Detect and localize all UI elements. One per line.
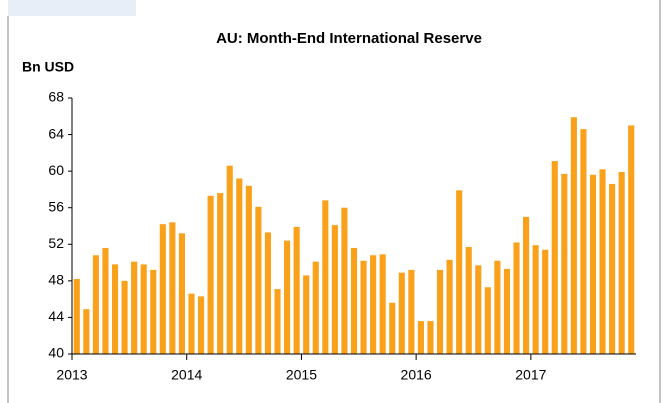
bar bbox=[542, 249, 549, 354]
bar bbox=[236, 178, 243, 354]
y-axis-label: Bn USD bbox=[22, 59, 74, 75]
bar bbox=[331, 225, 338, 354]
y-tick-label: 60 bbox=[48, 162, 64, 178]
bar bbox=[197, 296, 205, 354]
bar bbox=[245, 185, 252, 354]
bar bbox=[370, 255, 377, 354]
bar bbox=[322, 200, 329, 354]
bar bbox=[494, 260, 501, 354]
y-tick-label: 68 bbox=[48, 89, 64, 105]
bar bbox=[436, 269, 444, 354]
bar bbox=[408, 269, 415, 354]
bar bbox=[207, 195, 214, 354]
bar bbox=[417, 321, 424, 354]
bar bbox=[599, 169, 606, 354]
bar bbox=[274, 289, 281, 354]
y-tick-label: 44 bbox=[48, 308, 64, 324]
bar bbox=[131, 261, 138, 354]
bar bbox=[264, 232, 272, 354]
bar bbox=[551, 161, 558, 354]
bar bbox=[169, 222, 176, 354]
y-tick-label: 48 bbox=[48, 272, 64, 288]
x-tick-label: 2013 bbox=[56, 367, 87, 383]
bar bbox=[484, 287, 491, 354]
bar bbox=[111, 264, 119, 354]
y-tick-label: 52 bbox=[48, 235, 64, 251]
bar bbox=[150, 269, 157, 354]
x-tick-label: 2016 bbox=[401, 367, 432, 383]
bar bbox=[121, 280, 128, 354]
bar bbox=[83, 309, 90, 354]
bar bbox=[188, 293, 195, 354]
bar bbox=[303, 275, 310, 354]
bar bbox=[532, 245, 539, 354]
bar bbox=[427, 321, 434, 354]
bar bbox=[580, 129, 587, 354]
bar bbox=[217, 193, 224, 354]
bar bbox=[293, 226, 300, 354]
bar bbox=[159, 224, 166, 354]
bar bbox=[475, 265, 482, 354]
chart-title: AU: Month-End International Reserve bbox=[216, 30, 482, 47]
bar bbox=[350, 247, 358, 354]
bar bbox=[398, 272, 405, 354]
bar bbox=[312, 261, 319, 354]
bar bbox=[284, 240, 291, 354]
bar bbox=[226, 165, 233, 354]
y-tick-label: 56 bbox=[48, 198, 64, 214]
bar bbox=[589, 174, 597, 354]
x-tick-label: 2017 bbox=[515, 367, 546, 383]
bar bbox=[255, 206, 262, 354]
bar bbox=[379, 254, 386, 354]
bar bbox=[570, 117, 577, 354]
y-tick-label: 64 bbox=[48, 125, 64, 141]
x-tick-label: 2015 bbox=[286, 367, 317, 383]
bar bbox=[389, 302, 396, 354]
bar bbox=[465, 247, 472, 354]
bar bbox=[561, 173, 568, 354]
bar bbox=[178, 233, 185, 354]
bar bbox=[140, 264, 147, 354]
bar bbox=[628, 125, 635, 354]
bar bbox=[73, 279, 80, 354]
bar bbox=[618, 172, 625, 354]
bar bbox=[102, 247, 109, 354]
x-tick-label: 2014 bbox=[171, 367, 202, 383]
bar bbox=[513, 242, 520, 354]
bar bbox=[446, 259, 453, 354]
bar bbox=[456, 190, 463, 354]
bar bbox=[360, 260, 367, 354]
bar bbox=[523, 216, 530, 354]
bar bbox=[503, 268, 511, 354]
bar bbox=[92, 255, 99, 354]
bar bbox=[341, 207, 348, 354]
tab bbox=[8, 0, 136, 16]
y-tick-label: 40 bbox=[48, 345, 64, 361]
bar bbox=[609, 183, 616, 354]
